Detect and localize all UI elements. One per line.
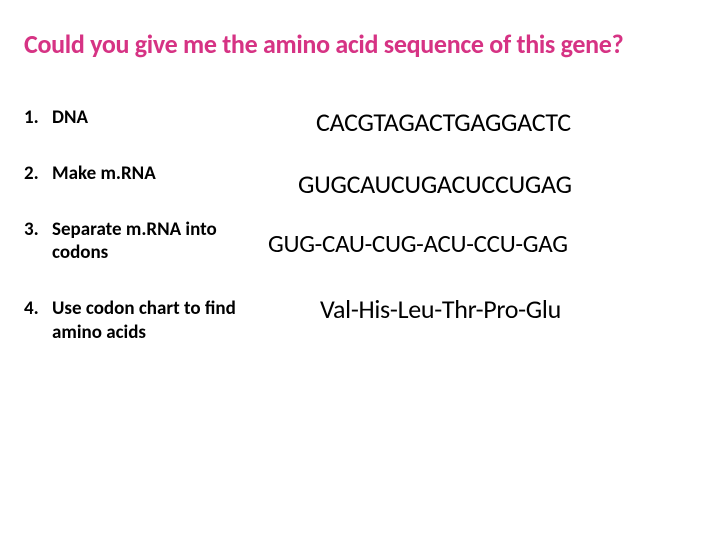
step-item: 2. Make m.RNA (24, 162, 264, 186)
steps-column: 1. DNA 2. Make m.RNA 3. Separate m.RNA i… (24, 106, 264, 377)
step-number: 2. (24, 162, 52, 186)
step-number: 1. (24, 106, 52, 130)
step-item: 4. Use codon chart to find amino acids (24, 297, 264, 345)
step-number: 4. (24, 297, 52, 345)
step-item: 1. DNA (24, 106, 264, 130)
dna-sequence: CACGTAGACTGAGGACTC (316, 106, 696, 138)
step-label: Use codon chart to find amino acids (52, 297, 264, 345)
step-label: Separate m.RNA into codons (52, 218, 264, 266)
mrna-sequence: GUGCAUCUGACUCCUGAG (298, 168, 696, 200)
sequences-column: CACGTAGACTGAGGACTC GUGCAUCUGACUCCUGAG GU… (284, 106, 696, 377)
page-title: Could you give me the amino acid sequenc… (24, 28, 696, 60)
content-area: 1. DNA 2. Make m.RNA 3. Separate m.RNA i… (24, 106, 696, 377)
step-item: 3. Separate m.RNA into codons (24, 218, 264, 266)
step-number: 3. (24, 218, 52, 266)
step-label: DNA (52, 106, 264, 130)
codons-sequence: GUG-CAU-CUG-ACU-CCU-GAG (268, 228, 696, 259)
step-label: Make m.RNA (52, 162, 264, 186)
amino-sequence: Val-His-Leu-Thr-Pro-Glu (320, 293, 696, 325)
